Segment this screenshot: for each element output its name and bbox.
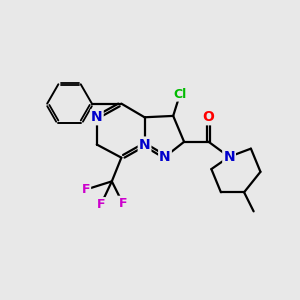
- Text: N: N: [91, 110, 103, 124]
- Text: N: N: [159, 150, 171, 164]
- Text: Cl: Cl: [173, 88, 187, 100]
- Text: N: N: [223, 150, 235, 164]
- Text: N: N: [139, 137, 150, 152]
- Text: F: F: [97, 198, 105, 211]
- Text: F: F: [82, 183, 90, 196]
- Text: F: F: [118, 197, 127, 210]
- Text: O: O: [203, 110, 214, 124]
